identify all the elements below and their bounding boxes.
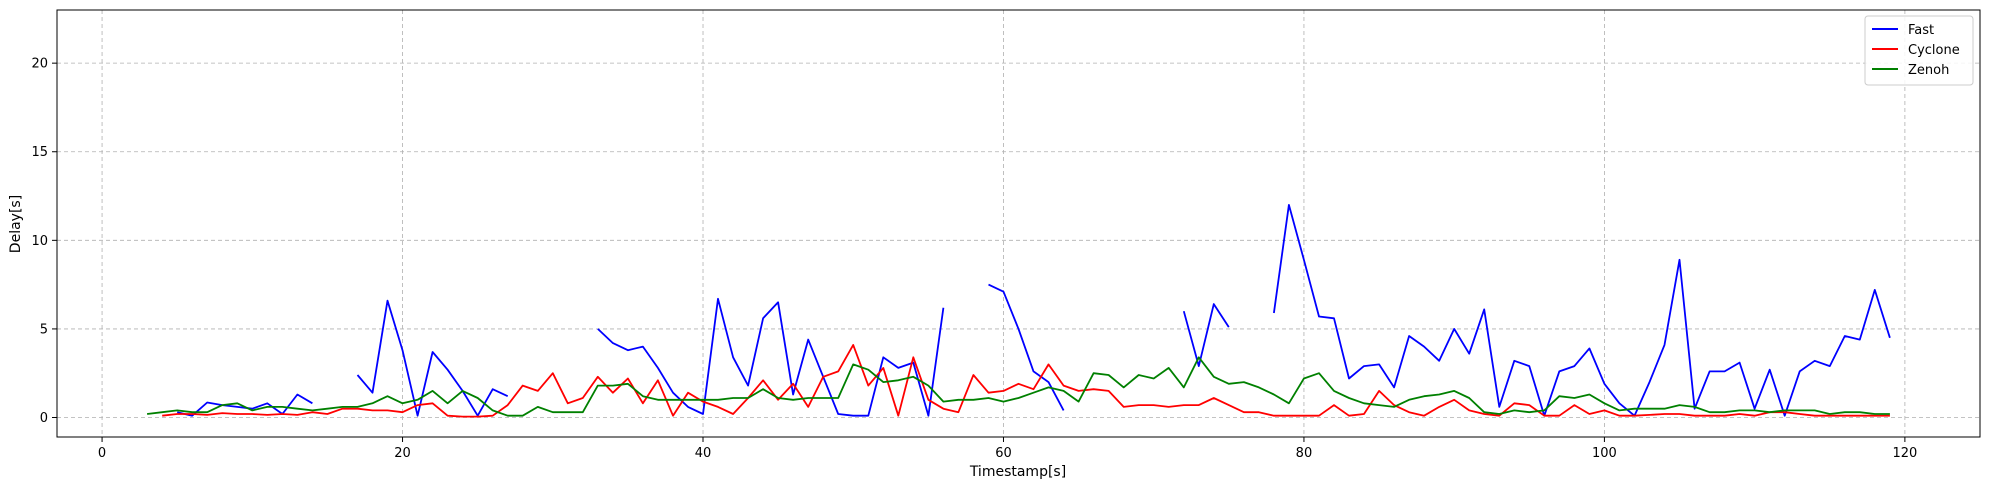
x-tick-label: 120 <box>1892 446 1917 461</box>
y-tick-label: 10 <box>31 234 48 249</box>
x-axis-label: Timestamp[s] <box>969 464 1066 480</box>
legend-label-zenoh: Zenoh <box>1908 63 1949 78</box>
legend-label-fast: Fast <box>1908 23 1934 38</box>
x-tick-label: 40 <box>695 446 712 461</box>
x-tick-label: 60 <box>995 446 1012 461</box>
x-tick-label: 100 <box>1592 446 1617 461</box>
y-tick-label: 0 <box>40 411 48 426</box>
legend-box <box>1864 15 1974 86</box>
x-tick-label: 20 <box>394 446 411 461</box>
y-tick-label: 20 <box>31 57 48 72</box>
series-layer <box>146 204 1891 418</box>
y-tick-label: 5 <box>40 322 48 337</box>
legend: Fast Cyclone Zenoh <box>1864 15 1974 86</box>
y-axis-label: Delay[s] <box>8 195 24 253</box>
axis-ticks: 0 20 40 60 80 100 120 0 5 10 15 20 <box>31 57 1917 461</box>
plot-frame <box>56 9 1981 438</box>
y-tick-label: 15 <box>31 145 48 160</box>
x-tick-label: 0 <box>98 446 106 461</box>
series-line-zenoh <box>146 356 1890 417</box>
x-tick-label: 80 <box>1296 446 1313 461</box>
legend-label-cyclone: Cyclone <box>1908 43 1960 58</box>
series-line-cyclone <box>162 344 1890 418</box>
